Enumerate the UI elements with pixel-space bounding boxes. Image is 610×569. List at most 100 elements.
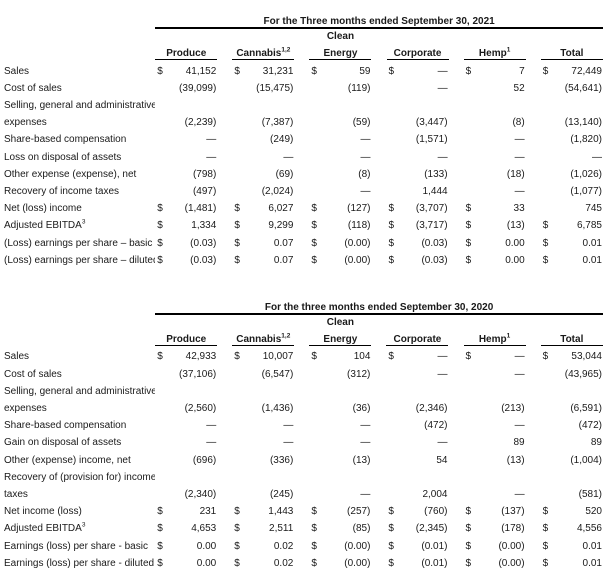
cell-value: (245) bbox=[269, 488, 294, 500]
table-title: For the Three months ended September 30,… bbox=[155, 6, 603, 29]
column-gap bbox=[217, 397, 232, 414]
column-gap bbox=[448, 397, 463, 414]
column-gap bbox=[217, 448, 232, 465]
currency-symbol bbox=[541, 362, 557, 379]
cell-value: (13,140) bbox=[564, 117, 602, 129]
cell-value: 59 bbox=[359, 65, 371, 77]
cell-value: (336) bbox=[269, 454, 294, 466]
currency-symbol bbox=[232, 180, 248, 197]
column-gap bbox=[217, 362, 232, 379]
column-header-footnote: 1 bbox=[506, 332, 511, 340]
column-gap bbox=[371, 42, 386, 60]
cell-value bbox=[403, 94, 449, 111]
currency-symbol: $ bbox=[311, 237, 317, 249]
column-gap bbox=[217, 145, 232, 162]
currency-symbol: $ bbox=[157, 65, 163, 77]
column-gap bbox=[294, 448, 309, 465]
cell-value: (127) bbox=[347, 203, 371, 215]
column-gap bbox=[217, 500, 232, 517]
column-gap bbox=[294, 362, 309, 379]
cell-value: — bbox=[514, 420, 525, 432]
column-gap bbox=[449, 249, 464, 266]
column-gap bbox=[448, 448, 463, 465]
cell-value: — bbox=[283, 437, 294, 449]
column-gap bbox=[371, 517, 386, 534]
row-label-text: Adjusted EBITDA bbox=[4, 220, 82, 232]
column-gap bbox=[526, 517, 541, 534]
cell-value bbox=[171, 466, 217, 483]
cell-value: 10,007 bbox=[262, 351, 294, 363]
column-gap bbox=[294, 145, 309, 162]
column-header-label: Energy bbox=[323, 333, 358, 345]
row-label-text: Earnings (loss) per share - basic bbox=[4, 540, 148, 552]
currency-symbol bbox=[541, 414, 557, 431]
cell-value: (59) bbox=[352, 117, 371, 129]
cell-value: — bbox=[514, 351, 525, 363]
column-gap bbox=[448, 431, 463, 448]
currency-symbol bbox=[541, 94, 557, 111]
row-label: Adjusted EBITDA3 bbox=[3, 517, 155, 534]
currency-symbol bbox=[464, 397, 480, 414]
column-gap bbox=[371, 448, 386, 465]
cell-value: 0.00 bbox=[505, 237, 525, 249]
currency-symbol bbox=[155, 362, 171, 379]
currency-symbol: $ bbox=[388, 237, 395, 249]
column-gap bbox=[448, 362, 463, 379]
table-row: taxes (2,340) (245) — 2,004 — (581) bbox=[3, 483, 603, 500]
currency-symbol bbox=[464, 180, 480, 197]
column-gap bbox=[294, 180, 309, 197]
currency-symbol bbox=[464, 483, 480, 500]
currency-symbol bbox=[232, 94, 248, 111]
row-label-text: Recovery of income taxes bbox=[4, 186, 120, 197]
column-gap bbox=[526, 414, 541, 431]
column-gap bbox=[449, 28, 464, 42]
column-over-label bbox=[464, 28, 526, 42]
column-gap bbox=[371, 77, 386, 94]
column-gap bbox=[294, 163, 309, 180]
currency-symbol bbox=[387, 128, 403, 145]
table-row: Earnings (loss) per share - diluted $0.00… bbox=[3, 552, 603, 569]
column-gap bbox=[449, 42, 464, 60]
cell-value: 4,653 bbox=[191, 523, 217, 535]
currency-symbol bbox=[309, 362, 325, 379]
cell-value: (15,475) bbox=[256, 82, 294, 94]
cell-value: — bbox=[437, 351, 448, 363]
cell-value: — bbox=[592, 151, 602, 163]
row-label-text: Other expense (expense), net bbox=[4, 168, 137, 180]
column-gap bbox=[526, 534, 541, 551]
column-gap bbox=[294, 214, 309, 231]
cell-value: (0.00) bbox=[344, 237, 371, 249]
currency-symbol bbox=[541, 163, 557, 180]
currency-symbol: $ bbox=[465, 254, 472, 266]
column-gap bbox=[448, 500, 463, 517]
column-gap bbox=[448, 534, 463, 551]
currency-symbol: $ bbox=[542, 351, 549, 363]
column-gap bbox=[448, 328, 463, 346]
cell-value: — bbox=[514, 488, 525, 500]
column-over-label bbox=[155, 28, 217, 42]
row-label: Selling, general and administrative bbox=[3, 380, 155, 397]
currency-symbol: $ bbox=[311, 506, 317, 518]
cell-value bbox=[325, 380, 371, 397]
column-gap bbox=[294, 77, 309, 94]
currency-symbol bbox=[464, 414, 480, 431]
currency-symbol: $ bbox=[311, 540, 317, 552]
currency-symbol bbox=[386, 362, 402, 379]
cell-value: (7,387) bbox=[261, 117, 294, 129]
currency-symbol bbox=[155, 483, 171, 500]
row-label-text: expenses bbox=[4, 403, 47, 414]
column-header: Energy bbox=[309, 42, 372, 60]
cell-value: (249) bbox=[270, 134, 294, 146]
row-label: Share-based compensation bbox=[3, 128, 155, 145]
column-header-label: Corporate bbox=[393, 333, 442, 345]
currency-symbol bbox=[232, 483, 248, 500]
row-label: Sales bbox=[3, 60, 155, 77]
column-gap bbox=[526, 94, 541, 111]
cell-value: (13) bbox=[352, 454, 371, 466]
cell-value: (6,591) bbox=[570, 403, 602, 414]
column-gap bbox=[448, 414, 463, 431]
cell-value bbox=[248, 466, 294, 483]
currency-symbol: $ bbox=[157, 220, 163, 232]
column-gap bbox=[526, 552, 541, 569]
row-label-text: Selling, general and administrative bbox=[4, 385, 156, 397]
